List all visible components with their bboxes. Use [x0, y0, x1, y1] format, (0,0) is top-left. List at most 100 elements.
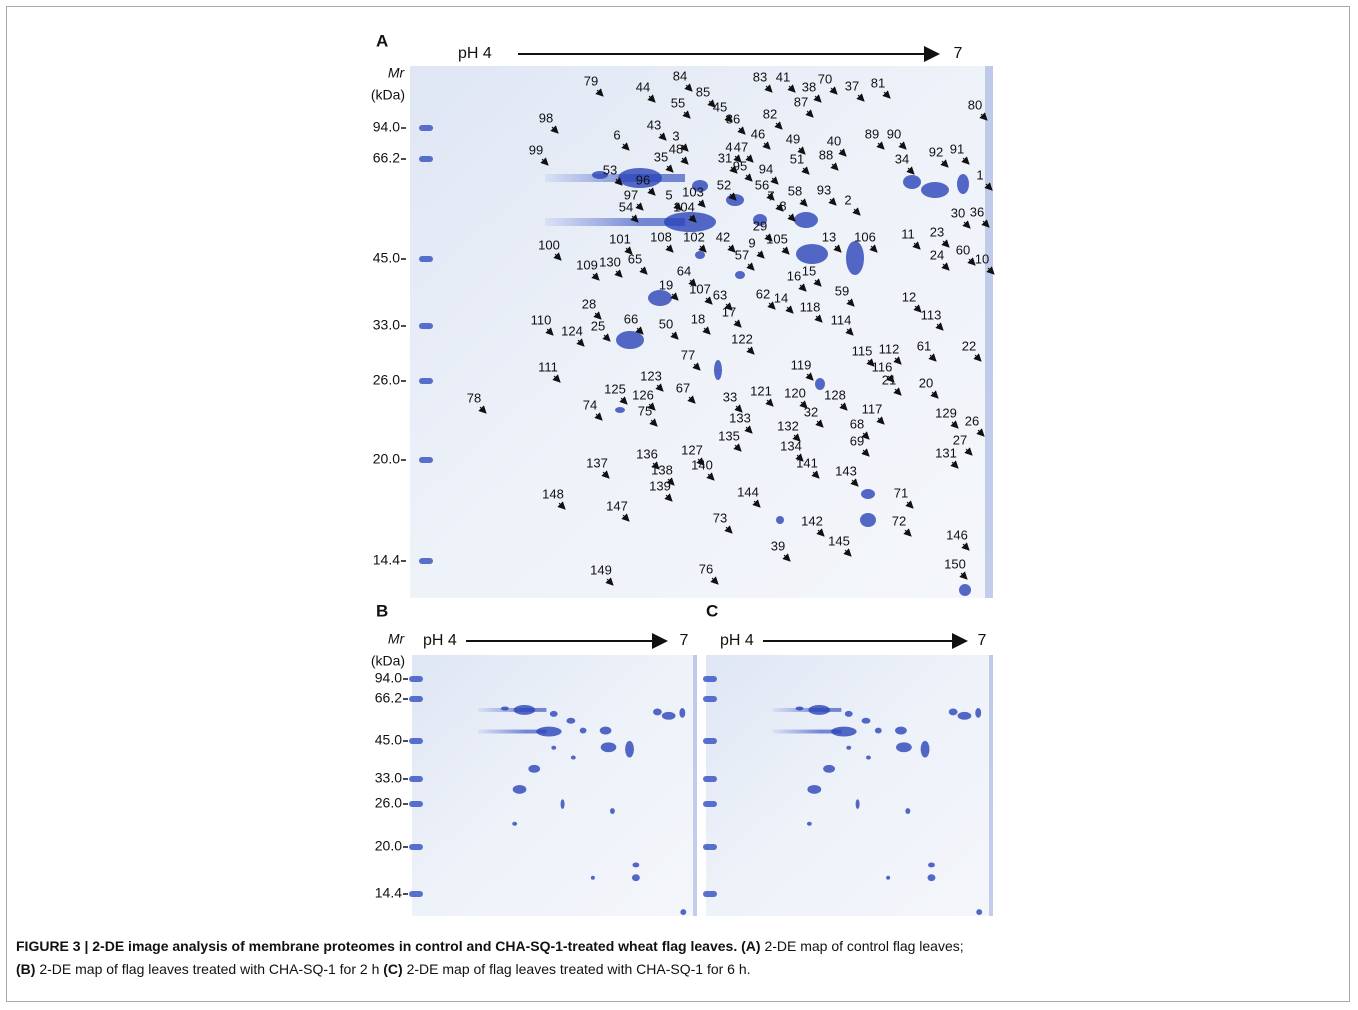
- spot-label: 21: [882, 372, 896, 387]
- spot-label: 16: [787, 268, 801, 283]
- gel-spot: [590, 875, 595, 880]
- spot-arrow: [852, 207, 861, 216]
- marker-label: 45.0: [373, 250, 400, 266]
- spot-arrow: [724, 114, 733, 123]
- spot-arrow: [670, 331, 679, 340]
- spot-arrow: [828, 197, 837, 206]
- spot-label: 2: [844, 192, 851, 207]
- spot-label: 4: [725, 139, 732, 154]
- marker-label: 66.2: [373, 150, 400, 166]
- spot-arrow: [658, 132, 667, 141]
- spot-arrow: [550, 125, 559, 134]
- spot-arrow: [861, 431, 870, 440]
- spot-label: 8: [779, 198, 786, 213]
- spot-label: 44: [636, 79, 650, 94]
- spot-arrow: [976, 428, 985, 437]
- spot-label: 84: [673, 68, 687, 83]
- gel-spot: [808, 705, 831, 715]
- spot-label: 59: [835, 283, 849, 298]
- spot-label: 142: [801, 513, 823, 528]
- spot-label: 9: [748, 235, 755, 250]
- ladder-band: [703, 776, 717, 782]
- spot-arrow: [856, 93, 865, 102]
- spot-arrow: [729, 165, 738, 174]
- gel-spot: [815, 378, 825, 390]
- marker-label: 14.4: [375, 885, 402, 901]
- labels: ApH 4 7Mr(kDa)94.066.245.033.026.020.014.…: [371, 31, 995, 901]
- spot-label: 111: [538, 359, 558, 374]
- spot-label: 144: [737, 484, 759, 499]
- unit-label: (kDa): [371, 653, 405, 669]
- unit-label: (kDa): [371, 87, 405, 103]
- spot-arrow: [647, 187, 656, 196]
- spot-label: 28: [582, 296, 596, 311]
- ladder-band: [409, 776, 423, 782]
- gel-spot: [886, 875, 891, 880]
- spot-label: 93: [817, 182, 831, 197]
- ph-start: pH 4: [423, 632, 457, 649]
- gel: [410, 66, 993, 598]
- ladder-band: [409, 844, 423, 850]
- gel-spot: [579, 727, 587, 734]
- gel-spot: [536, 726, 562, 737]
- spot-arrow: [594, 412, 603, 421]
- spot-arrow: [664, 493, 673, 502]
- spot-label: 87: [794, 94, 808, 109]
- panel-label: B: [376, 601, 388, 620]
- ladder-band: [703, 844, 717, 850]
- spot-arrow: [799, 400, 808, 409]
- gel-spot: [903, 175, 921, 189]
- spot-arrow: [775, 203, 784, 212]
- ladder-band: [419, 256, 433, 262]
- spot-arrow: [745, 154, 754, 163]
- marker-label: 94.0: [373, 119, 400, 135]
- spot-arrow: [602, 333, 611, 342]
- gel-spot: [512, 785, 527, 794]
- spot-label: 60: [956, 242, 970, 257]
- gel-spot: [895, 726, 907, 735]
- spot-arrow: [866, 358, 875, 367]
- spot-arrow: [799, 198, 808, 207]
- spot-label: 56: [755, 177, 769, 192]
- gel-spot: [860, 513, 876, 527]
- marker-label: 14.4: [373, 552, 400, 568]
- spot-label: 5: [665, 187, 672, 202]
- spot-arrow: [805, 109, 814, 118]
- spot-arrow: [801, 166, 810, 175]
- spot-arrow: [733, 154, 742, 163]
- panel-label: A: [376, 31, 388, 50]
- spot-arrow: [639, 266, 648, 275]
- spot-arrow: [702, 326, 711, 335]
- spot-arrow: [850, 478, 859, 487]
- marker-label: 20.0: [373, 451, 400, 467]
- gel-spot: [959, 584, 971, 596]
- spot-arrow: [727, 244, 736, 253]
- spot-label: 96: [636, 172, 650, 187]
- spot-arrow: [704, 296, 713, 305]
- ladder-band: [409, 696, 423, 702]
- spot-label: 97: [624, 187, 638, 202]
- spot-label: 40: [827, 133, 841, 148]
- ladder-band: [419, 457, 433, 463]
- spot-arrow: [601, 470, 610, 479]
- gel-spot: [714, 360, 722, 380]
- spot-arrow: [903, 528, 912, 537]
- spot-label: 79: [584, 73, 598, 88]
- spot-label: 123: [640, 368, 662, 383]
- gel-spot: [551, 745, 557, 750]
- spot-label: 126: [632, 387, 654, 402]
- spot-label: 121: [750, 383, 772, 398]
- gel-spot: [513, 705, 536, 715]
- spot-arrow: [682, 110, 691, 119]
- spot-arrow: [624, 246, 633, 255]
- spot-label: 29: [753, 218, 767, 233]
- ladder-band: [703, 738, 717, 744]
- spot-label: 48: [669, 141, 683, 156]
- spot-label: 61: [917, 338, 931, 353]
- spot-arrow: [724, 525, 733, 534]
- spot-label: 141: [796, 455, 818, 470]
- spot-label: 35: [654, 149, 668, 164]
- gel: [706, 655, 993, 916]
- ladder-band: [703, 676, 717, 682]
